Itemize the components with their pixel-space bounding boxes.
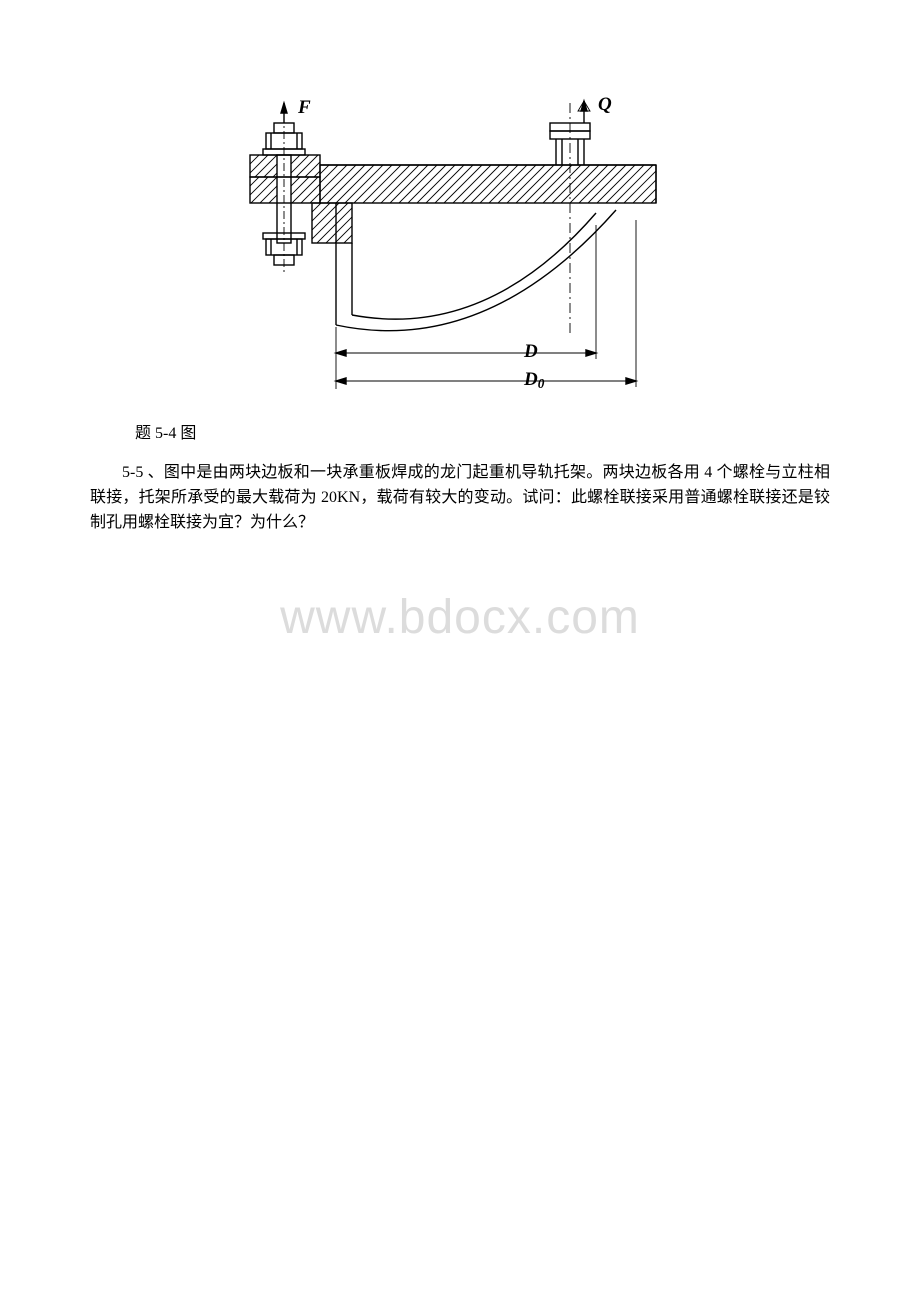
svg-text:Q: Q xyxy=(598,95,612,115)
figure-caption: 题 5-4 图 xyxy=(135,419,830,443)
watermark-text: www.bdocx.com xyxy=(90,590,830,645)
figure-svg: F Q D D0 xyxy=(236,95,684,400)
figure-5-4: F Q D D0 xyxy=(90,95,830,405)
svg-text:D: D xyxy=(523,341,538,362)
svg-text:D0: D0 xyxy=(523,369,545,391)
svg-text:F: F xyxy=(297,97,311,118)
problem-5-5-text: 5-5 、图中是由两块边板和一块承重板焊成的龙门起重机导轨托架。两块边板各用 4… xyxy=(90,461,830,535)
